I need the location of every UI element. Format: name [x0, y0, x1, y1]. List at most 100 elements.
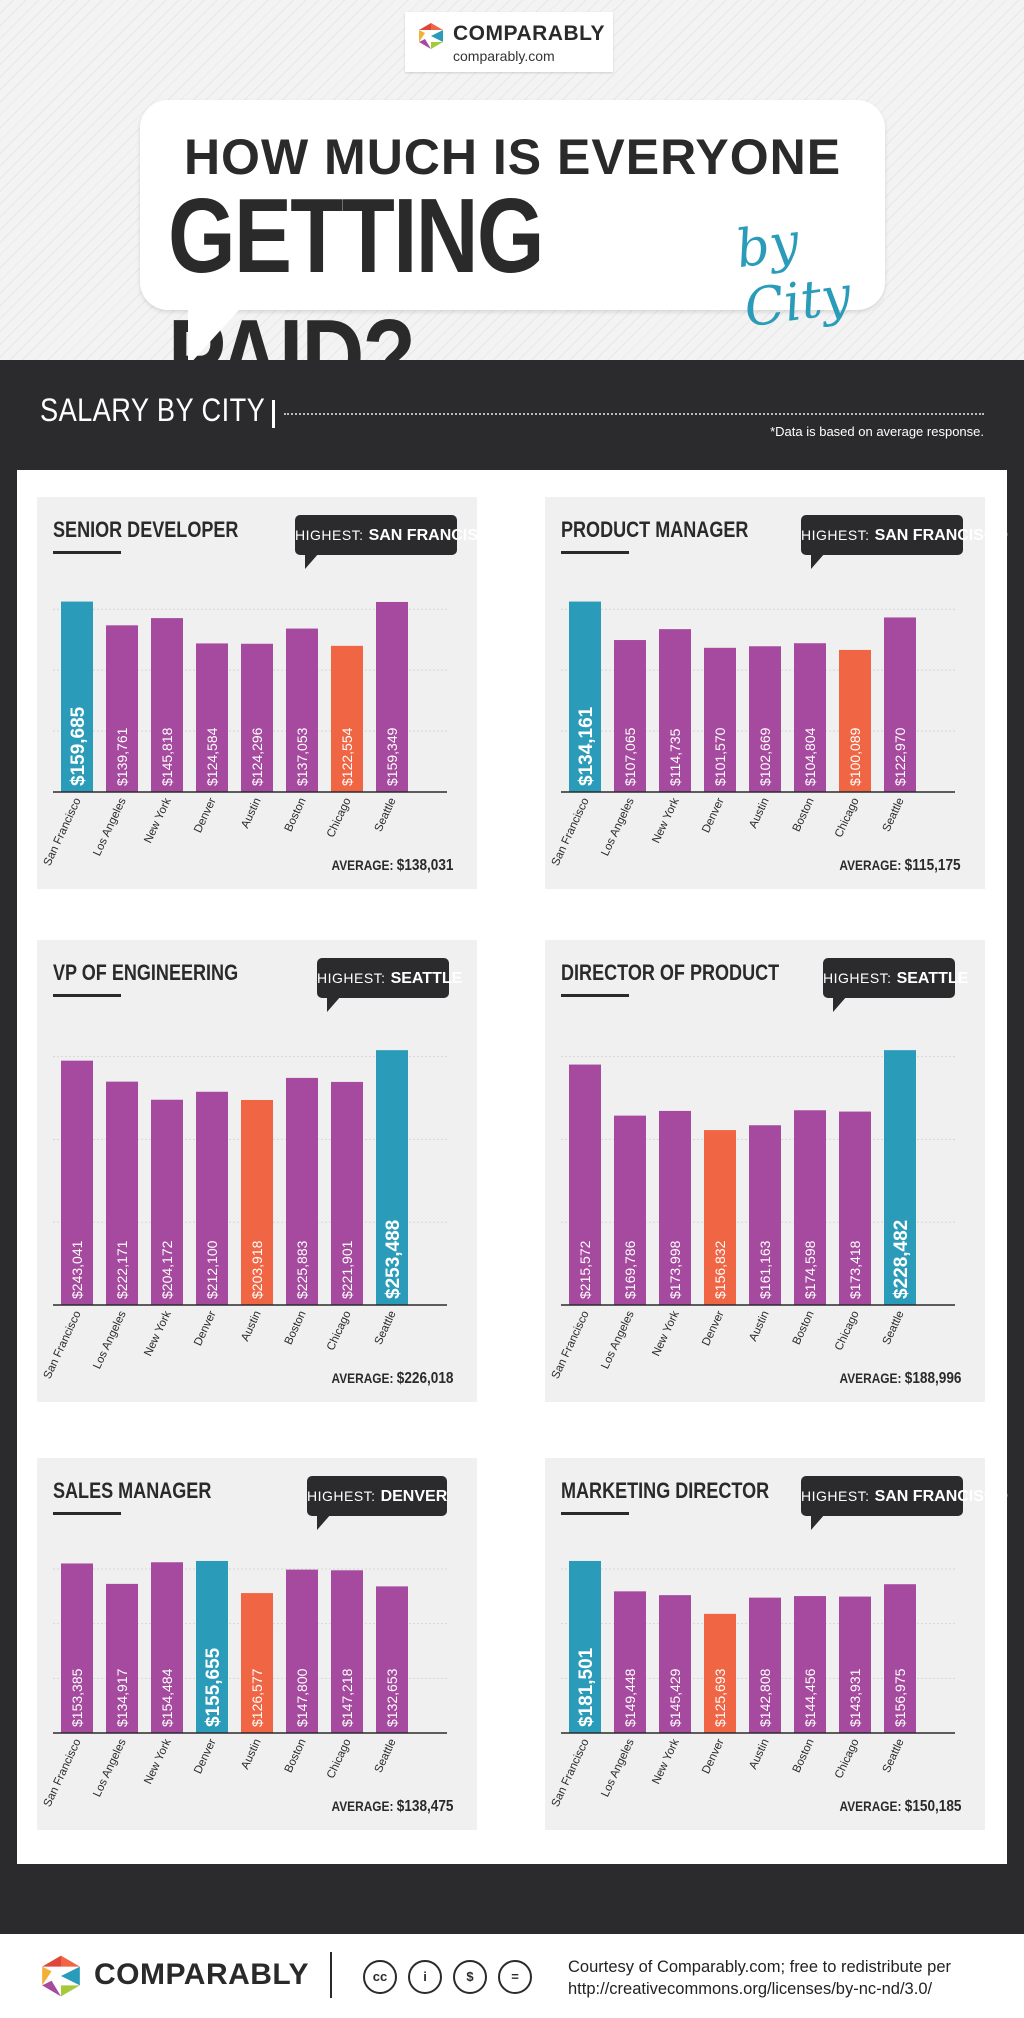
data-label: $107,065 — [622, 727, 638, 786]
highest-badge-tail — [317, 1514, 331, 1530]
bar-san-francisco — [61, 601, 93, 792]
section-dotted-rule — [284, 413, 984, 415]
bar-denver — [704, 647, 736, 792]
bar-austin — [241, 1593, 273, 1733]
highest-city: SAN FRANCISCO — [368, 527, 502, 544]
average-value: AVERAGE: $138,031 — [331, 857, 453, 875]
highest-badge-tail — [305, 553, 319, 569]
average-amount: $150,185 — [904, 1798, 961, 1815]
bar-los-angeles — [106, 1583, 138, 1733]
credit-line-2[interactable]: http://creativecommons.org/licenses/by-n… — [568, 1980, 933, 1998]
bar-chart: $243,041 San Francisco $222,171 Los Angeles… — [42, 1050, 447, 1381]
title-underline — [53, 1512, 121, 1515]
bar-boston — [794, 1596, 826, 1733]
category-tick-label: Los Angeles — [599, 796, 636, 858]
bar-austin — [749, 1597, 781, 1733]
highest-badge: HIGHEST: SEATTLE — [317, 958, 462, 998]
category-tick-label: Los Angeles — [599, 1737, 636, 1799]
data-label: $159,685 — [68, 706, 89, 786]
data-label: $139,761 — [114, 727, 130, 786]
data-label: $104,804 — [802, 727, 818, 786]
highest-badge: HIGHEST: SAN FRANCISCO — [295, 515, 502, 555]
nd-icon: = — [498, 1960, 532, 1994]
data-label: $215,572 — [577, 1240, 593, 1299]
bar-san-francisco — [569, 1064, 601, 1305]
data-label: $132,653 — [384, 1668, 400, 1727]
highest-badge-tail — [811, 553, 825, 569]
title-underline — [53, 994, 121, 997]
category-tick-label: Austin — [747, 1737, 771, 1771]
bar-chicago — [839, 649, 871, 792]
category-tick-label: San Francisco — [550, 1737, 592, 1809]
header-banner: COMPARABLY comparably.com HOW MUCH IS EV… — [0, 0, 1024, 416]
data-label: $221,901 — [339, 1240, 355, 1299]
data-label: $124,296 — [249, 727, 265, 786]
highest-label: HIGHEST: — [801, 1488, 870, 1504]
bar-austin — [241, 643, 273, 792]
license-credit[interactable]: Courtesy of Comparably.com; free to redi… — [568, 1956, 1008, 2000]
category-tick-label: New York — [650, 796, 682, 845]
bar-chart: $134,161 San Francisco $107,065 Los Angeles… — [550, 601, 955, 868]
bar-los-angeles — [614, 1591, 646, 1733]
data-label: $155,655 — [203, 1647, 224, 1727]
bar-seattle — [376, 1586, 408, 1733]
bar-san-francisco — [569, 601, 601, 792]
bar-boston — [794, 643, 826, 792]
title-underline — [561, 994, 629, 997]
highest-city: SEATTLE — [896, 970, 969, 987]
highest-label: HIGHEST: — [823, 970, 892, 986]
category-tick-label: Boston — [791, 796, 817, 834]
data-label: $124,584 — [204, 727, 220, 786]
average-amount: $138,031 — [396, 857, 453, 874]
category-tick-label: Chicago — [833, 1309, 862, 1352]
highest-city: SEATTLE — [390, 970, 463, 987]
category-tick-label: Boston — [283, 1737, 309, 1775]
average-value: AVERAGE: $150,185 — [839, 1798, 961, 1816]
nc-icon: $ — [453, 1960, 487, 1994]
bar-denver — [196, 1091, 228, 1305]
cc-icon: cc — [363, 1960, 397, 1994]
category-tick-label: Chicago — [325, 1309, 354, 1352]
bar-seattle — [884, 1050, 916, 1305]
category-tick-label: Austin — [747, 1309, 771, 1343]
category-tick-label: Denver — [700, 796, 727, 835]
brand-url[interactable]: comparably.com — [453, 48, 555, 64]
highest-city: DENVER — [380, 1488, 448, 1505]
data-label: $181,501 — [576, 1647, 597, 1727]
bar-denver — [196, 643, 228, 792]
data-label: $147,218 — [339, 1668, 355, 1727]
category-tick-label: Austin — [747, 796, 771, 830]
category-tick-label: Boston — [283, 1309, 309, 1347]
data-label: $137,053 — [294, 727, 310, 786]
average-label: AVERAGE: — [839, 1798, 905, 1814]
chart-card-vp-engineering: VP OF ENGINEERING HIGHEST: SEATTLE AVERAGE:… — [37, 940, 477, 1402]
highest-badge: HIGHEST: SAN FRANCISCO — [801, 515, 1008, 555]
bar-seattle — [884, 617, 916, 792]
by-icon: i — [408, 1960, 442, 1994]
data-label: $174,598 — [802, 1240, 818, 1299]
category-tick-label: Austin — [239, 796, 263, 830]
chart-title: DIRECTOR OF PRODUCT — [561, 960, 780, 985]
highest-label: HIGHEST: — [295, 527, 364, 543]
highest-city: SAN FRANCISCO — [874, 527, 1008, 544]
chart-card-senior-developer: SENIOR DEVELOPER HIGHEST: SAN FRANCISCO AVE… — [37, 497, 502, 889]
chart-card-product-manager: PRODUCT MANAGER HIGHEST: SAN FRANCISCO AVER… — [545, 497, 1008, 889]
highest-label: HIGHEST: — [317, 970, 386, 986]
data-label: $173,418 — [847, 1240, 863, 1299]
footer: COMPARABLY cc i $ = Courtesy of Comparab… — [0, 1934, 1024, 2018]
bar-san-francisco — [569, 1560, 601, 1733]
average-value: AVERAGE: $226,018 — [331, 1370, 453, 1388]
brand-logo[interactable]: COMPARABLY comparably.com — [405, 12, 613, 72]
average-label: AVERAGE: — [331, 1798, 397, 1814]
bar-los-angeles — [106, 625, 138, 792]
data-label: $143,931 — [847, 1668, 863, 1727]
comparably-logo-icon — [42, 1955, 80, 1997]
data-label: $134,917 — [114, 1668, 130, 1727]
data-label: $145,818 — [159, 727, 175, 786]
bar-denver — [196, 1560, 228, 1733]
data-label: $102,669 — [757, 727, 773, 786]
chart-title: MARKETING DIRECTOR — [561, 1478, 770, 1503]
category-tick-label: New York — [142, 796, 174, 845]
category-tick-label: San Francisco — [42, 796, 84, 868]
section-divider — [272, 400, 275, 428]
